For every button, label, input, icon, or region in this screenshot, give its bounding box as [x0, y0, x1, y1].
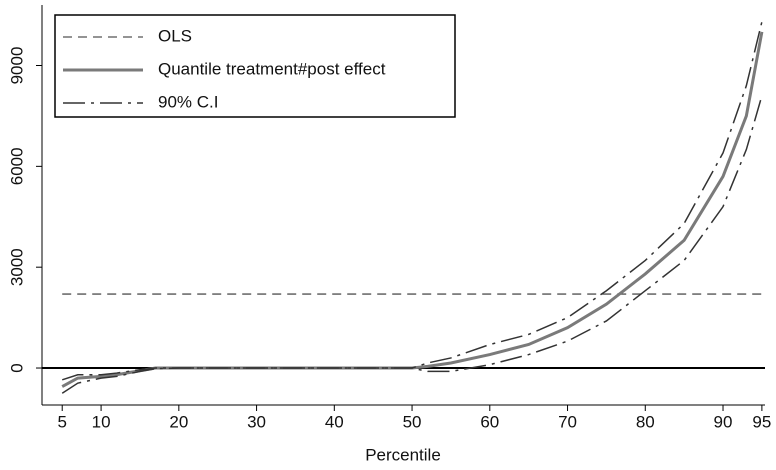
- legend-label: OLS: [158, 26, 192, 45]
- y-tick-label: 9000: [7, 47, 26, 85]
- legend-box: [54, 14, 456, 118]
- x-tick-label: 5: [57, 412, 66, 431]
- x-tick-label: 90: [714, 412, 733, 431]
- x-tick-label: 70: [558, 412, 577, 431]
- x-axis-label: Percentile: [365, 445, 441, 464]
- x-tick-label: 50: [403, 412, 422, 431]
- series-line: [61, 95, 763, 394]
- series-line: [61, 31, 764, 388]
- x-tick-label: 20: [169, 412, 188, 431]
- legend-label: 90% C.I: [158, 92, 218, 111]
- x-tick-label: 80: [636, 412, 655, 431]
- x-tick-label: 95: [752, 412, 771, 431]
- y-tick-label: 3000: [7, 248, 26, 286]
- y-tick-label: 6000: [7, 147, 26, 185]
- x-tick-label: 30: [247, 412, 266, 431]
- x-tick-label: 60: [480, 412, 499, 431]
- y-tick-label: 0: [7, 363, 26, 372]
- x-tick-label: 40: [325, 412, 344, 431]
- x-tick-label: 10: [92, 412, 111, 431]
- legend-label: Quantile treatment#post effect: [158, 59, 386, 78]
- series-line: [61, 21, 763, 381]
